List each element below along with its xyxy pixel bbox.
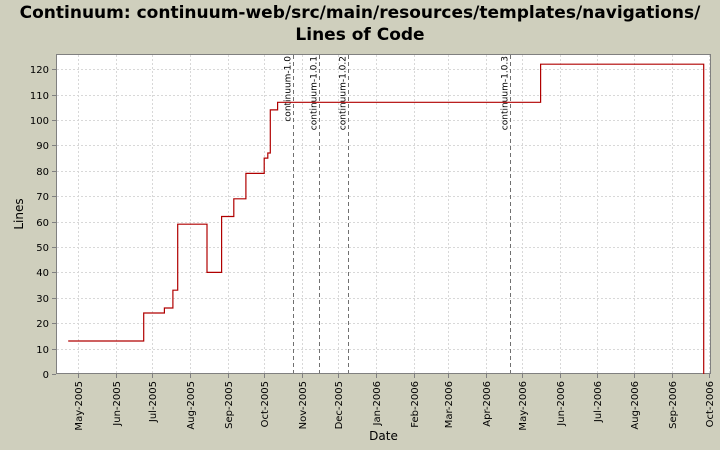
plot-area	[56, 54, 711, 374]
x-tick-label: May-2005	[74, 381, 85, 431]
x-tick-label: Jun-2006	[556, 381, 567, 427]
y-tick-label: 40	[36, 268, 49, 279]
series-group	[68, 63, 705, 374]
x-tick-label: Sep-2005	[224, 381, 235, 429]
x-tick-label: Jul-2006	[593, 381, 604, 423]
x-tick-label: Dec-2005	[334, 381, 345, 429]
x-tick-label: Feb-2006	[410, 381, 421, 428]
release-marker-label: continuum-1.0.3	[501, 56, 511, 130]
y-tick-label: 70	[36, 192, 49, 203]
grid	[57, 55, 710, 373]
y-tick-label: 50	[36, 243, 49, 254]
x-tick-label: Aug-2005	[186, 381, 197, 430]
release-marker-label: continuum-1.0.2	[339, 56, 349, 130]
y-tick-label: 90	[36, 141, 49, 152]
x-tick-label: Jan-2006	[372, 381, 383, 426]
x-axis-label: Date	[369, 429, 398, 443]
y-tick-label: 10	[36, 345, 49, 356]
y-axis-label: Lines	[12, 198, 26, 229]
release-marker-label: continuum-1.0.1	[310, 56, 320, 130]
x-tick-label: Nov-2005	[298, 381, 309, 429]
x-tick-label: Oct-2006	[705, 381, 716, 427]
release-markers: continuum-1.0 continuum-1.0.1 continuum-1.…	[284, 55, 511, 373]
x-tick-label: Mar-2006	[444, 381, 455, 428]
x-axis: May-2005 Jun-2005 Jul-2005 Aug-2005 Sep-2005…	[74, 374, 716, 431]
x-tick-label: Oct-2005	[260, 381, 271, 427]
series-line	[68, 63, 705, 374]
x-tick-label: Apr-2006	[482, 381, 493, 427]
y-tick-label: 100	[30, 116, 49, 127]
x-tick-label: Jul-2005	[148, 381, 159, 423]
x-tick-label: May-2006	[518, 381, 529, 431]
y-tick-label: 120	[30, 65, 49, 76]
y-tick-label: 20	[36, 319, 49, 330]
y-tick-label: 0	[43, 370, 49, 381]
x-tick-label: Aug-2006	[630, 381, 641, 430]
y-tick-label: 80	[36, 167, 49, 178]
y-tick-label: 30	[36, 294, 49, 305]
y-tick-label: 60	[36, 218, 49, 229]
y-axis: 0 10 20 30 40 50 60 70 80 90 100 110 120	[30, 65, 56, 381]
x-tick-label: Jun-2005	[112, 381, 123, 427]
y-tick-label: 110	[30, 91, 49, 102]
chart-title: Continuum: continuum-web/src/main/resour…	[19, 3, 701, 45]
x-tick-label: Sep-2006	[668, 381, 679, 429]
release-marker-label: continuum-1.0	[284, 56, 294, 122]
